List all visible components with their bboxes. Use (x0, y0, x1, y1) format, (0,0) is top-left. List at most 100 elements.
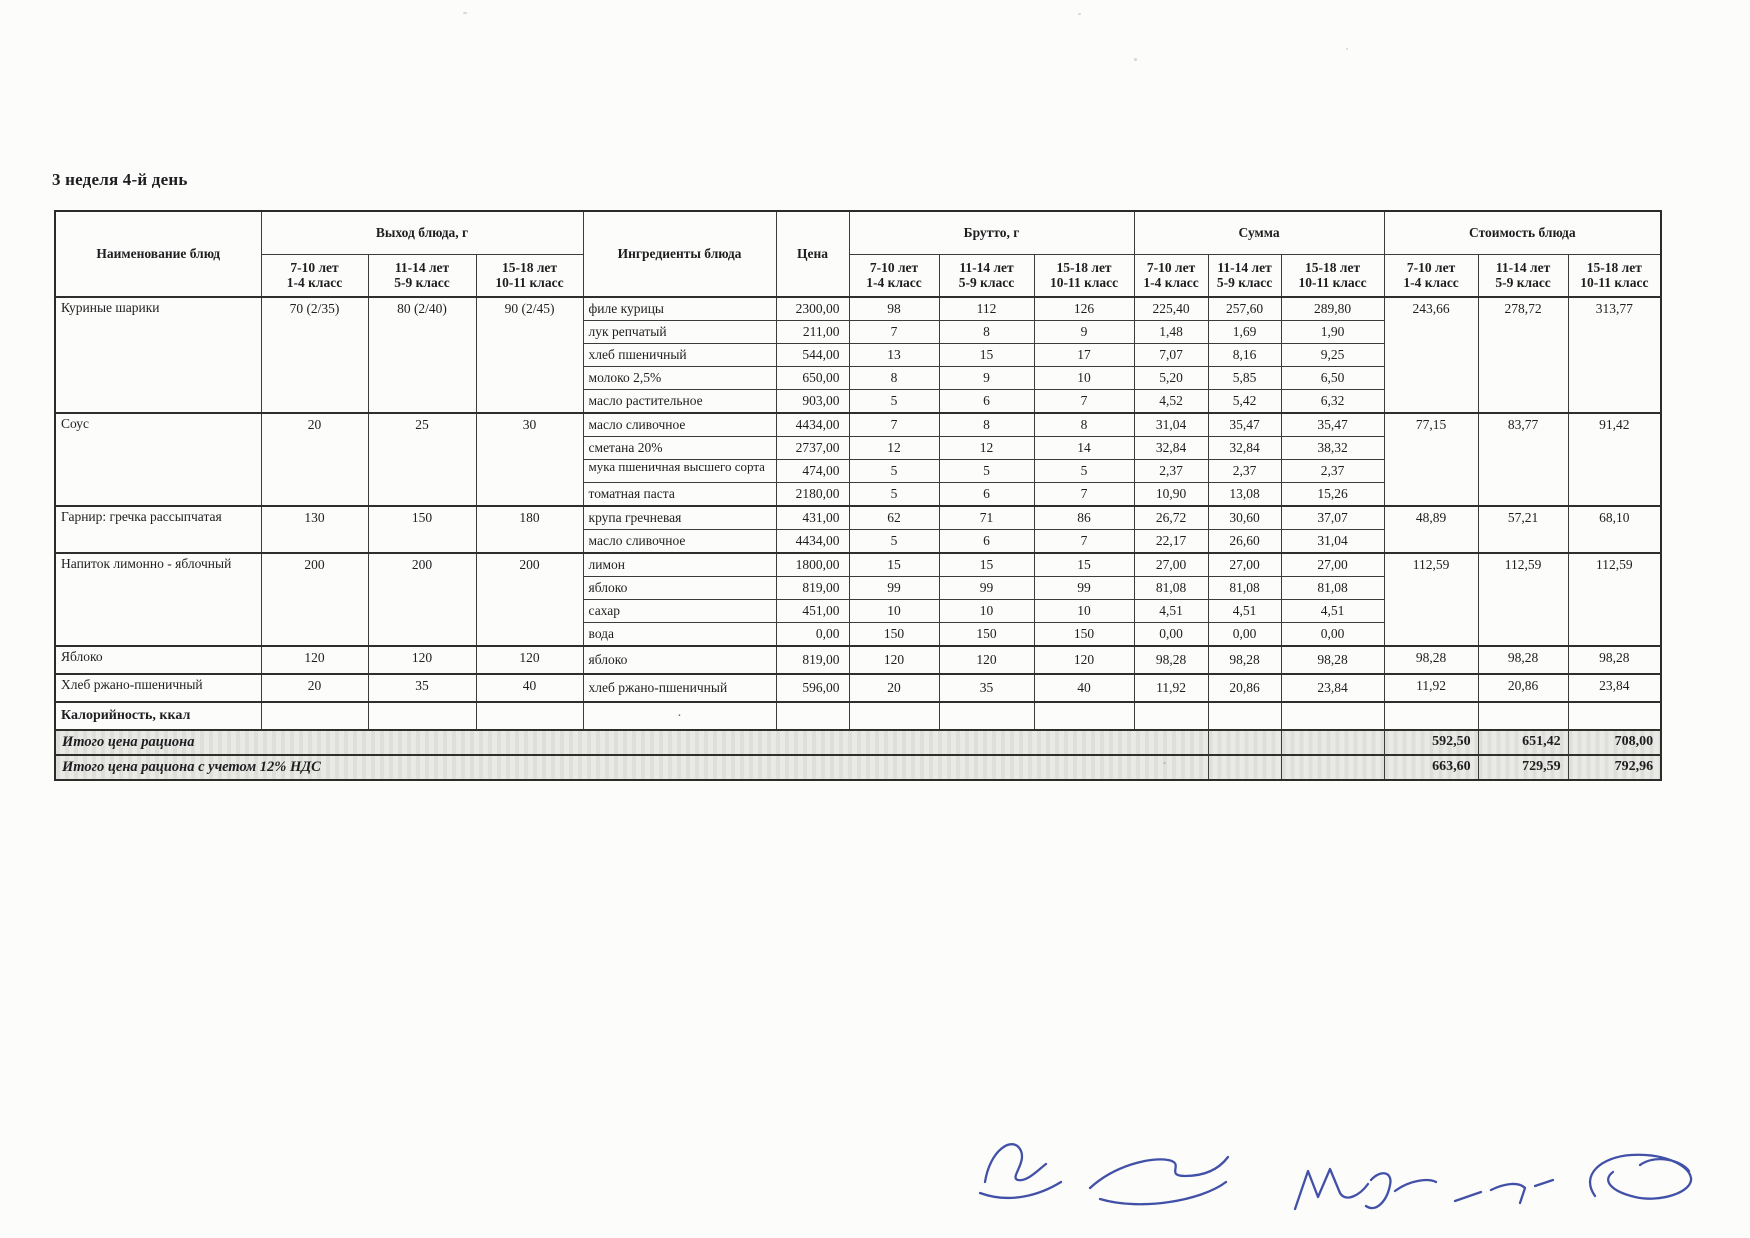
price-value: 596,00 (775, 673, 850, 703)
brutto-value: 6 (938, 529, 1035, 554)
col-header-sum-group: Сумма (1133, 210, 1385, 255)
brutto-value: 8 (938, 320, 1035, 344)
col-header-brutto-group: Брутто, г (848, 210, 1135, 255)
sum-value: 4,51 (1133, 599, 1209, 623)
col-header-cost-age-2: 15-18 лет 10-11 класс (1567, 253, 1662, 298)
age-line2: 1-4 класс (1403, 275, 1459, 291)
table-header: Наименование блюд Выход блюда, г Ингреди… (54, 210, 1662, 298)
age-line2: 1-4 класс (1143, 275, 1199, 291)
age-line2: 10-11 класс (495, 275, 564, 291)
sum-value: 26,60 (1207, 529, 1282, 554)
brutto-value: 120 (848, 645, 940, 675)
empty-cell (775, 701, 850, 731)
empty-cell (1477, 701, 1569, 731)
price-value: 819,00 (775, 645, 850, 675)
sum-value: 0,00 (1133, 622, 1209, 647)
signatures-block (978, 1143, 1693, 1211)
output-value: 150 (367, 505, 477, 554)
brutto-value: 8 (848, 366, 940, 390)
ingredient-name: масло сливочное (582, 529, 777, 554)
output-value: 120 (367, 645, 477, 675)
scan-speck (1163, 762, 1166, 764)
brutto-value: 5 (938, 459, 1035, 483)
col-header-brutto-age-1: 11-14 лет 5-9 класс (938, 253, 1035, 298)
sum-value: 37,07 (1280, 505, 1385, 530)
sum-value: 5,20 (1133, 366, 1209, 390)
brutto-value: 7 (1033, 482, 1135, 507)
empty-cell (848, 701, 940, 731)
brutto-value: 15 (938, 343, 1035, 367)
col-header-sum-age-2: 15-18 лет 10-11 класс (1280, 253, 1385, 298)
signature-1 (978, 1143, 1063, 1200)
dish-cost-value: 278,72 (1477, 296, 1569, 414)
sum-value: 32,84 (1207, 436, 1282, 460)
output-value: 40 (475, 673, 584, 703)
output-value: 180 (475, 505, 584, 554)
brutto-value: 8 (1033, 412, 1135, 437)
price-value: 4434,00 (775, 529, 850, 554)
empty-cell (1280, 729, 1385, 756)
empty-cell (1280, 754, 1385, 781)
page-title: 3 неделя 4-й день (52, 170, 188, 189)
brutto-value: 5 (848, 389, 940, 414)
dish-cost-value: 313,77 (1567, 296, 1662, 414)
brutto-value: 15 (1033, 552, 1135, 577)
age-line2: 5-9 класс (958, 275, 1015, 291)
ingredient-name: молоко 2,5% (582, 366, 777, 390)
age-line2: 10-11 класс (1298, 275, 1367, 291)
age-line2: 10-11 класс (1580, 275, 1649, 291)
brutto-value: 120 (938, 645, 1035, 675)
total-value: 708,00 (1567, 729, 1662, 756)
empty-cell (367, 701, 477, 731)
output-value: 120 (260, 645, 369, 675)
ingredient-name: томатная паста (582, 482, 777, 507)
brutto-value: 150 (848, 622, 940, 647)
price-value: 2180,00 (775, 482, 850, 507)
calories-label: Калорийность, ккал (54, 701, 262, 731)
signature-2 (1088, 1155, 1230, 1206)
age-line1: 7-10 лет (869, 259, 919, 275)
table-row: Яблоко 120 120 120 яблоко 819,00 120 120 120 98,2… (54, 645, 1662, 675)
sum-value: 35,47 (1280, 412, 1385, 437)
output-value: 20 (260, 673, 369, 703)
output-value: 120 (475, 645, 584, 675)
brutto-value: 10 (848, 599, 940, 623)
total-label: Итого цена рациона с учетом 12% НДС (54, 754, 1209, 781)
brutto-value: 20 (848, 673, 940, 703)
ingredient-name: сахар (582, 599, 777, 623)
col-header-output-group: Выход блюда, г (260, 210, 584, 255)
age-line2: 5-9 класс (394, 275, 450, 291)
price-value: 819,00 (775, 576, 850, 600)
sum-value: 225,40 (1133, 296, 1209, 321)
output-value: 200 (260, 552, 369, 647)
brutto-value: 6 (938, 482, 1035, 507)
dish-name: Хлеб ржано-пшеничный (54, 673, 262, 703)
output-value: 70 (2/35) (260, 296, 369, 414)
brutto-value: 99 (938, 576, 1035, 600)
brutto-value: 150 (938, 622, 1035, 647)
sum-value: 35,47 (1207, 412, 1282, 437)
col-header-sum-age-0: 7-10 лет 1-4 класс (1133, 253, 1209, 298)
sum-value: 26,72 (1133, 505, 1209, 530)
brutto-value: 86 (1033, 505, 1135, 530)
dish-cost-value: 77,15 (1383, 412, 1479, 507)
scan-speck (463, 12, 467, 14)
brutto-value: 9 (938, 366, 1035, 390)
dish-name: Напиток лимонно - яблочный (54, 552, 262, 647)
sum-value: 98,28 (1207, 645, 1282, 675)
table-row: Напиток лимонно - яблочный 200 200 200 лимон… (54, 552, 1662, 647)
total-value: 663,60 (1383, 754, 1479, 781)
brutto-value: 6 (938, 389, 1035, 414)
price-value: 474,00 (775, 459, 850, 483)
empty-cell (1207, 701, 1282, 731)
brutto-value: 10 (938, 599, 1035, 623)
dish-cost-value: 83,77 (1477, 412, 1569, 507)
dish-cost-value: 57,21 (1477, 505, 1569, 554)
sum-value: 289,80 (1280, 296, 1385, 321)
price-value: 650,00 (775, 366, 850, 390)
brutto-value: 71 (938, 505, 1035, 530)
signature-5 (1588, 1153, 1693, 1200)
brutto-value: 9 (1033, 320, 1135, 344)
brutto-value: 7 (848, 320, 940, 344)
sum-value: 31,04 (1133, 412, 1209, 437)
